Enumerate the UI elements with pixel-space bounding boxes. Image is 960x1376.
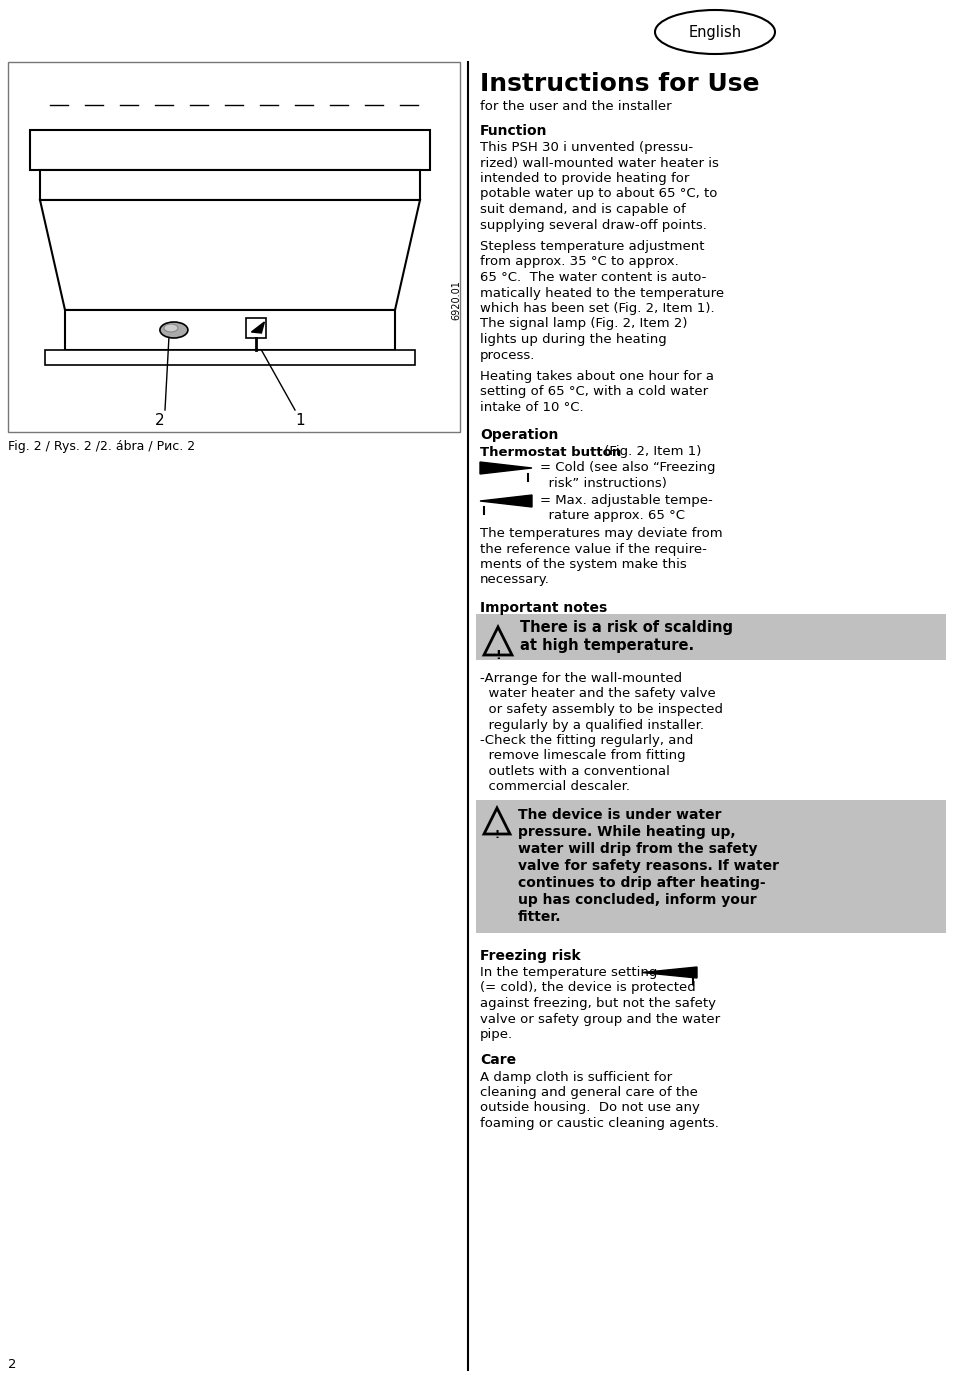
Text: potable water up to about 65 °C, to: potable water up to about 65 °C, to xyxy=(480,187,717,201)
Text: necessary.: necessary. xyxy=(480,574,550,586)
Text: the reference value if the require-: the reference value if the require- xyxy=(480,542,707,556)
Text: The device is under water: The device is under water xyxy=(518,808,722,821)
Ellipse shape xyxy=(655,10,775,54)
Text: The signal lamp (Fig. 2, Item 2): The signal lamp (Fig. 2, Item 2) xyxy=(480,318,687,330)
Text: for the user and the installer: for the user and the installer xyxy=(480,100,672,113)
Text: water heater and the safety valve: water heater and the safety valve xyxy=(480,688,716,700)
Text: Function: Function xyxy=(480,124,547,138)
Text: risk” instructions): risk” instructions) xyxy=(540,476,667,490)
Text: English: English xyxy=(688,25,741,40)
Text: water will drip from the safety: water will drip from the safety xyxy=(518,842,757,856)
Polygon shape xyxy=(252,322,264,333)
Text: against freezing, but not the safety: against freezing, but not the safety xyxy=(480,998,716,1010)
Text: at high temperature.: at high temperature. xyxy=(520,638,694,654)
Text: suit demand, and is capable of: suit demand, and is capable of xyxy=(480,204,685,216)
Polygon shape xyxy=(480,495,532,506)
Text: Thermostat button: Thermostat button xyxy=(480,446,621,458)
Text: !: ! xyxy=(494,830,499,839)
Text: !: ! xyxy=(495,649,501,662)
Text: pressure. While heating up,: pressure. While heating up, xyxy=(518,826,735,839)
Text: regularly by a qualified installer.: regularly by a qualified installer. xyxy=(480,718,704,732)
Text: valve for safety reasons. If water: valve for safety reasons. If water xyxy=(518,859,779,872)
Bar xyxy=(247,318,266,338)
Text: Instructions for Use: Instructions for Use xyxy=(480,72,759,96)
Bar xyxy=(65,310,395,350)
Text: 2: 2 xyxy=(156,413,165,428)
Text: Care: Care xyxy=(480,1054,516,1068)
Text: A damp cloth is sufficient for: A damp cloth is sufficient for xyxy=(480,1071,672,1083)
Text: 2: 2 xyxy=(8,1358,16,1370)
Text: (Fig. 2, Item 1): (Fig. 2, Item 1) xyxy=(600,446,702,458)
Text: lights up during the heating: lights up during the heating xyxy=(480,333,667,345)
Text: from approx. 35 °C to approx.: from approx. 35 °C to approx. xyxy=(480,256,679,268)
Text: matically heated to the temperature: matically heated to the temperature xyxy=(480,286,724,300)
Text: intended to provide heating for: intended to provide heating for xyxy=(480,172,689,184)
Text: commercial descaler.: commercial descaler. xyxy=(480,780,630,794)
Text: 6920.01: 6920.01 xyxy=(451,281,461,321)
Bar xyxy=(40,171,420,200)
Text: -Check the fitting regularly, and: -Check the fitting regularly, and xyxy=(480,733,693,747)
Text: Heating takes about one hour for a: Heating takes about one hour for a xyxy=(480,370,714,383)
Text: Important notes: Important notes xyxy=(480,601,608,615)
Text: pipe.: pipe. xyxy=(480,1028,514,1042)
Bar xyxy=(476,614,946,660)
Text: Operation: Operation xyxy=(480,428,559,443)
Text: which has been set (Fig. 2, Item 1).: which has been set (Fig. 2, Item 1). xyxy=(480,301,714,315)
Text: Freezing risk: Freezing risk xyxy=(480,949,581,963)
Text: 1: 1 xyxy=(295,413,305,428)
Text: This PSH 30 i unvented (pressu-: This PSH 30 i unvented (pressu- xyxy=(480,140,693,154)
Text: There is a risk of scalding: There is a risk of scalding xyxy=(520,621,733,634)
Polygon shape xyxy=(40,200,420,310)
Text: foaming or caustic cleaning agents.: foaming or caustic cleaning agents. xyxy=(480,1117,719,1130)
Text: or safety assembly to be inspected: or safety assembly to be inspected xyxy=(480,703,723,716)
Text: cleaning and general care of the: cleaning and general care of the xyxy=(480,1086,698,1099)
Text: valve or safety group and the water: valve or safety group and the water xyxy=(480,1013,720,1025)
Text: In the temperature setting: In the temperature setting xyxy=(480,966,658,978)
Text: -Arrange for the wall-mounted: -Arrange for the wall-mounted xyxy=(480,671,683,685)
Text: = Max. adjustable tempe-: = Max. adjustable tempe- xyxy=(540,494,712,506)
Text: Stepless temperature adjustment: Stepless temperature adjustment xyxy=(480,239,705,253)
Text: outside housing.  Do not use any: outside housing. Do not use any xyxy=(480,1102,700,1115)
Text: The temperatures may deviate from: The temperatures may deviate from xyxy=(480,527,723,539)
Text: rized) wall-mounted water heater is: rized) wall-mounted water heater is xyxy=(480,157,719,169)
Ellipse shape xyxy=(160,322,188,338)
Bar xyxy=(8,62,460,432)
Ellipse shape xyxy=(164,323,178,332)
Text: outlets with a conventional: outlets with a conventional xyxy=(480,765,670,777)
Polygon shape xyxy=(480,462,532,473)
Text: (= cold), the device is protected: (= cold), the device is protected xyxy=(480,981,696,995)
Text: fitter.: fitter. xyxy=(518,910,562,925)
Text: = Cold (see also “Freezing: = Cold (see also “Freezing xyxy=(540,461,715,473)
Text: supplying several draw-off points.: supplying several draw-off points. xyxy=(480,219,707,231)
Text: up has concluded, inform your: up has concluded, inform your xyxy=(518,893,756,907)
Bar xyxy=(45,350,415,365)
Text: 65 °C.  The water content is auto-: 65 °C. The water content is auto- xyxy=(480,271,707,283)
Text: ments of the system make this: ments of the system make this xyxy=(480,559,686,571)
Bar xyxy=(476,799,946,933)
Bar xyxy=(30,129,430,171)
Polygon shape xyxy=(642,967,697,978)
Text: setting of 65 °C, with a cold water: setting of 65 °C, with a cold water xyxy=(480,385,708,399)
Text: rature approx. 65 °C: rature approx. 65 °C xyxy=(540,509,685,523)
Text: remove limescale from fitting: remove limescale from fitting xyxy=(480,750,685,762)
Text: process.: process. xyxy=(480,348,536,362)
Text: Fig. 2 / Rys. 2 /2. ábra / Рис. 2: Fig. 2 / Rys. 2 /2. ábra / Рис. 2 xyxy=(8,440,195,453)
Text: intake of 10 °C.: intake of 10 °C. xyxy=(480,400,584,414)
Text: continues to drip after heating-: continues to drip after heating- xyxy=(518,877,766,890)
